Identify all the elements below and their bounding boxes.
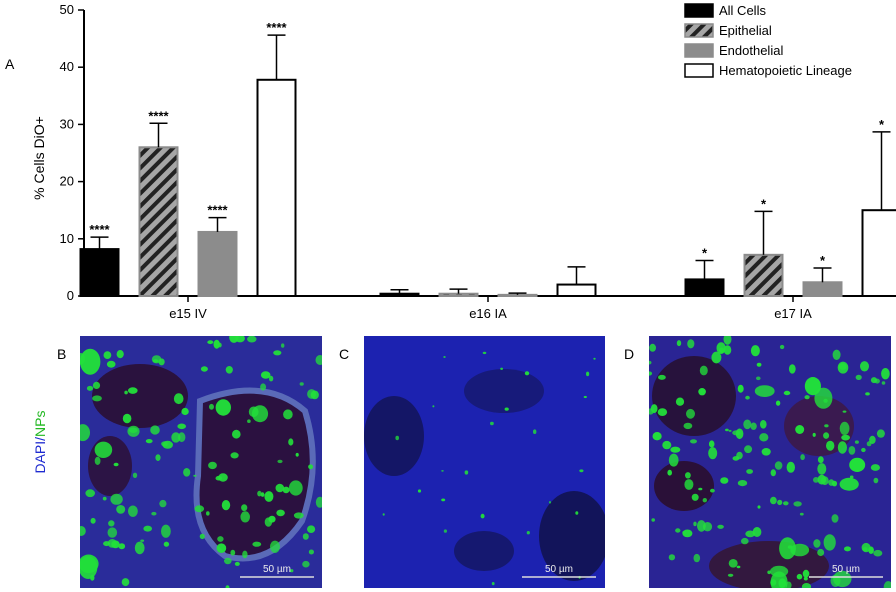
bar: [138, 146, 179, 297]
scale-bar-label-d: 50 µm: [832, 564, 860, 575]
bar: [438, 292, 479, 298]
panel-letter-d: D: [624, 346, 635, 362]
micrograph-b-image: 50 µm: [80, 336, 322, 588]
chart-legend: All Cells Epithelial Endothelial Hematopoie…: [684, 3, 852, 78]
np-signal-b: [80, 336, 322, 588]
np-signal-c: [382, 351, 596, 586]
legend-swatch: [684, 43, 714, 58]
micrograph-c-image: 50 µm: [364, 336, 605, 588]
panel-letter-a: A: [5, 56, 15, 72]
significance-label: ****: [148, 108, 169, 123]
legend-swatch: [684, 23, 714, 38]
legend-label: Hematopoietic Lineage: [719, 63, 852, 78]
bar: [256, 78, 297, 297]
significance-label: ****: [266, 20, 287, 35]
chart-bars: ********************: [79, 20, 896, 298]
panel-letter-b: B: [57, 346, 67, 362]
legend-label: Epithelial: [719, 23, 772, 38]
y-tick-label: 40: [60, 59, 74, 74]
bar: [197, 230, 238, 298]
panel-letter-c: C: [339, 346, 350, 362]
micrograph-d: 50 µm: [649, 336, 891, 588]
legend-swatch: [684, 63, 714, 78]
micrograph-d-image: 50 µm: [649, 336, 891, 588]
micrograph-b: 50 µm: [80, 336, 322, 588]
bar: [556, 283, 597, 297]
stain-separator: /: [32, 436, 48, 441]
y-axis-label: % Cells DiO+: [31, 116, 47, 200]
y-tick-label: 30: [60, 116, 74, 131]
np-signal-d: [649, 336, 891, 588]
y-tick-label: 50: [60, 2, 74, 17]
stain-label: DAPI/NPs: [32, 410, 48, 473]
nps-label: NPs: [32, 410, 48, 437]
bar: [497, 293, 538, 297]
significance-label: *: [702, 246, 708, 261]
legend-label: Endothelial: [719, 43, 783, 58]
bar: [802, 281, 843, 298]
scale-bar-label-b: 50 µm: [263, 564, 291, 575]
significance-label: *: [820, 253, 826, 268]
x-tick-label: e16 IA: [469, 306, 507, 321]
bar: [861, 209, 896, 297]
dapi-label: DAPI: [32, 440, 48, 474]
y-tick-label: 10: [60, 231, 74, 246]
bar: [379, 292, 420, 298]
legend-swatch: [684, 3, 714, 18]
micrograph-c: 50 µm: [364, 336, 605, 588]
y-tick-label: 0: [67, 288, 74, 303]
bar: [79, 248, 120, 297]
bar: [684, 278, 725, 297]
significance-label: ****: [89, 222, 110, 237]
legend-label: All Cells: [719, 3, 766, 18]
significance-label: *: [879, 117, 885, 132]
x-tick-label: e15 IV: [169, 306, 207, 321]
y-tick-label: 20: [60, 174, 74, 189]
scale-bar-label-c: 50 µm: [545, 564, 573, 575]
x-tick-label: e17 IA: [774, 306, 812, 321]
significance-label: *: [761, 196, 767, 211]
significance-label: ****: [207, 203, 228, 218]
bar: [743, 253, 784, 297]
